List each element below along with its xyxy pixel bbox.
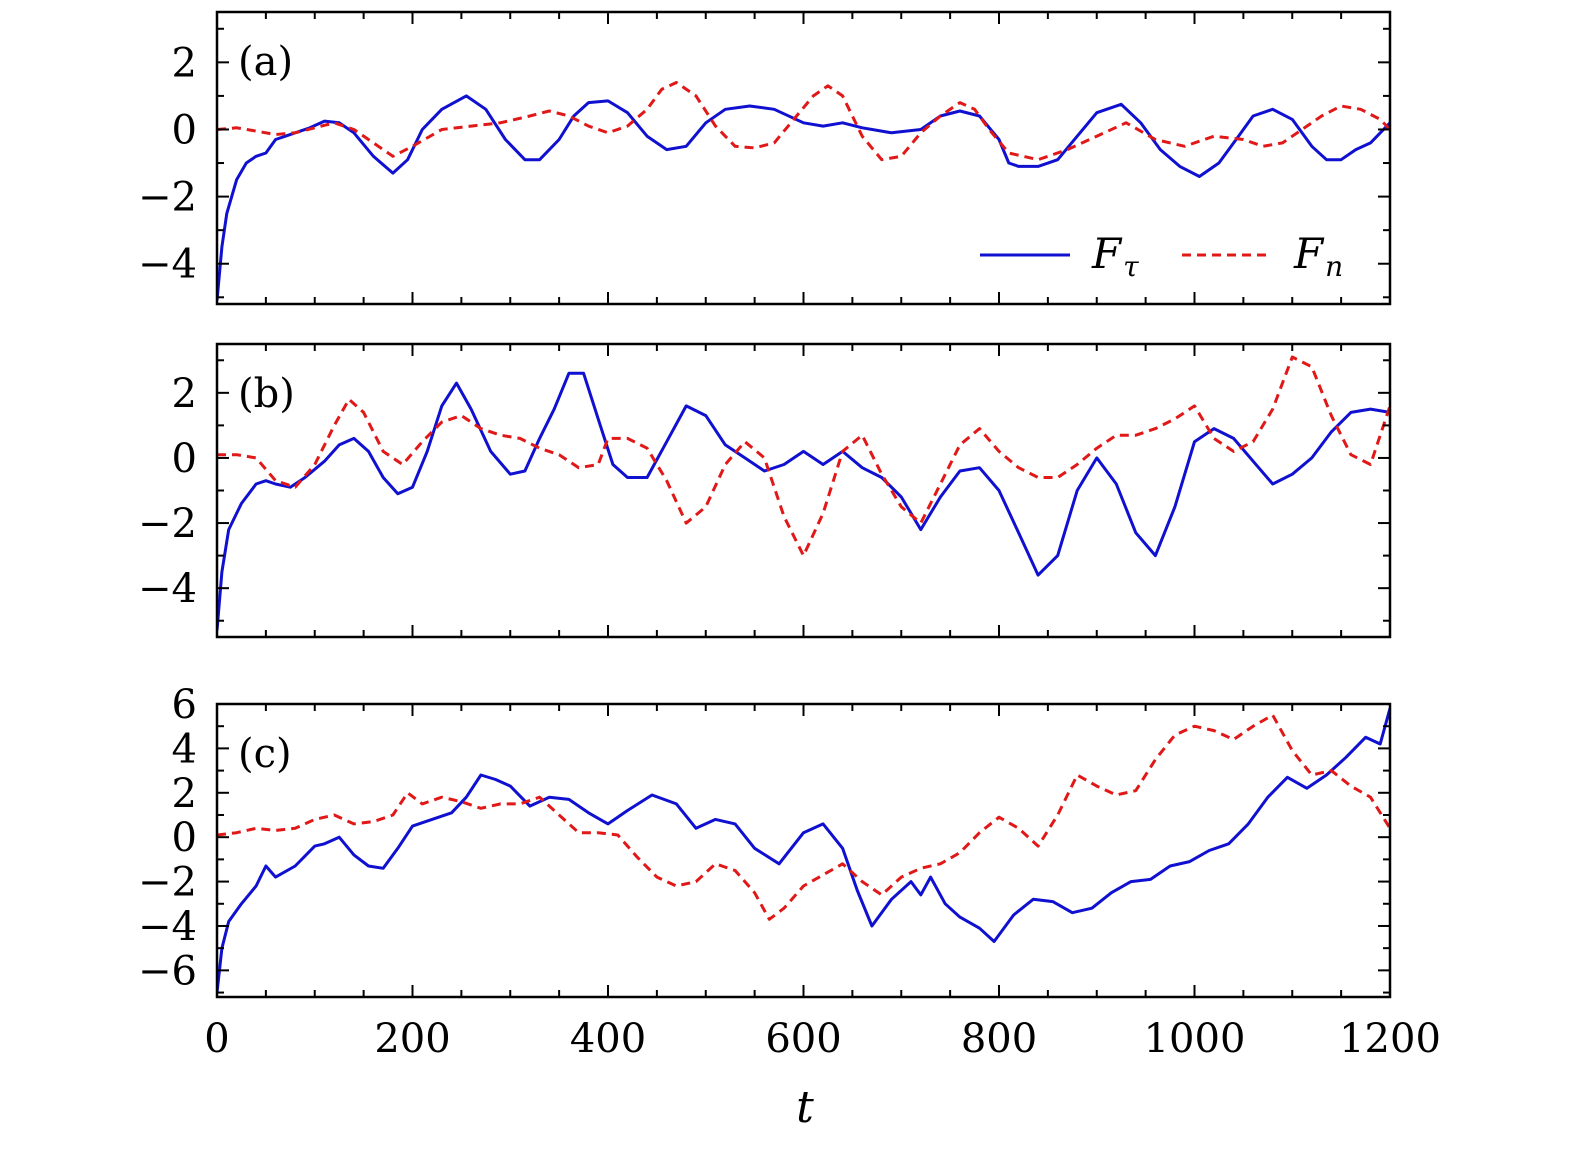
x-tick-label: 200 xyxy=(374,1016,450,1062)
series-line-f-tau xyxy=(217,94,1390,301)
y-tick-label: 0 xyxy=(172,815,197,861)
y-tick-label: −4 xyxy=(138,566,197,612)
y-tick-label: 2 xyxy=(172,371,197,417)
y-tick-label: 4 xyxy=(172,726,197,772)
y-tick-label: 2 xyxy=(172,771,197,817)
panel-a: 2 0 −2 −4 (a) xyxy=(138,10,1392,306)
y-tick-label: −2 xyxy=(138,501,197,547)
y-tick-label: −2 xyxy=(138,860,197,906)
panel-label: (c) xyxy=(238,731,292,777)
plot-frame xyxy=(215,702,1392,999)
x-axis-label: t xyxy=(796,1082,814,1133)
x-tick-label: 600 xyxy=(765,1016,841,1062)
legend-label-f-tau: Fτ xyxy=(1091,229,1139,283)
y-tick-label: −6 xyxy=(138,948,197,994)
x-tick-label: 1000 xyxy=(1144,1016,1246,1062)
series-line-f-n xyxy=(217,81,1390,162)
y-tick-label: −2 xyxy=(138,175,197,221)
x-tick-label: 1200 xyxy=(1339,1016,1441,1062)
x-tick-label: 0 xyxy=(204,1016,229,1062)
panel-b: 2 0 −2 −4 (b) xyxy=(138,342,1392,639)
panel-label: (a) xyxy=(238,39,293,85)
y-tick-label: 0 xyxy=(172,107,197,153)
series-line-f-n xyxy=(217,355,1390,558)
y-tick-label: 6 xyxy=(172,682,197,728)
x-tick-label: 800 xyxy=(961,1016,1037,1062)
panel-label: (b) xyxy=(238,371,295,417)
series-line-f-n xyxy=(217,713,1390,921)
series-line-f-tau xyxy=(217,371,1390,631)
x-tick-label: 400 xyxy=(570,1016,646,1062)
y-tick-label: 0 xyxy=(172,436,197,482)
x-tick-labels: 0 200 400 600 800 1000 1200 xyxy=(204,1016,1441,1062)
y-tick-label: −4 xyxy=(138,242,197,288)
y-tick-label: −4 xyxy=(138,904,197,950)
series-line-f-tau xyxy=(217,708,1390,993)
legend: Fτ Fn xyxy=(980,229,1343,283)
plot-frame xyxy=(215,10,1392,306)
legend-label-f-n: Fn xyxy=(1293,229,1343,283)
y-tick-label: 2 xyxy=(172,40,197,86)
